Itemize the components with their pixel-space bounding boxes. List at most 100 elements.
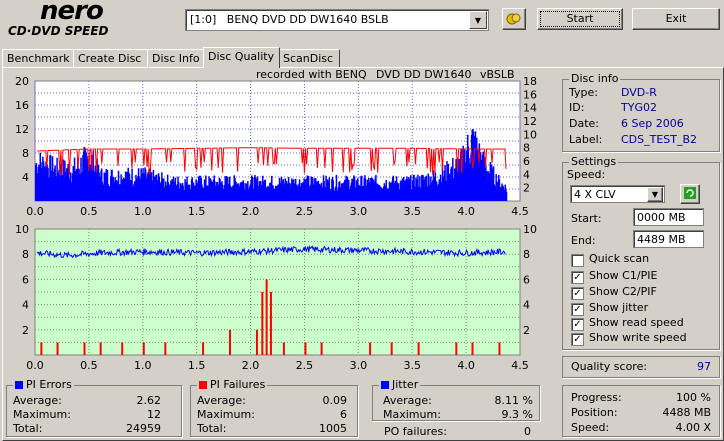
pi-chart-y-left-tick-label: 12 [15, 123, 29, 136]
refresh-icon [684, 187, 696, 199]
jitter-max-label: Maximum: [383, 408, 441, 421]
pi-error-bar [410, 175, 412, 201]
pi-error-bar [328, 177, 331, 201]
pi-error-bar [335, 174, 338, 201]
pi-failure-bar [83, 342, 86, 355]
position-label: Position: [571, 406, 618, 419]
end-input[interactable]: 4489 MB [633, 230, 704, 248]
pi-chart-x-tick-label: 2.0 [242, 205, 260, 218]
pi-error-bar [271, 175, 273, 201]
pi-failure-bar [390, 342, 393, 355]
disc-id-label: ID: [569, 101, 585, 114]
pi-error-bar [463, 148, 466, 201]
pif-chart-x-tick-label: 1.0 [134, 359, 152, 372]
show-c2-pif-checkbox[interactable]: ✓ [571, 287, 584, 300]
speed-select-value: 4 X CLV [574, 188, 616, 201]
pi-errors-title-text: PI Errors [26, 378, 72, 391]
pi-error-bar [131, 168, 133, 201]
pi-chart-x-tick-label: 0.5 [80, 205, 98, 218]
pi-failure-bar [202, 342, 205, 355]
pi-errors-avg-label: Average: [13, 394, 62, 407]
show-read-speed-checkbox[interactable]: ✓ [571, 318, 584, 331]
tab-benchmark[interactable]: Benchmark [2, 49, 75, 67]
pi-error-bar [428, 176, 430, 201]
disc-label-value: CDS_TEST_B2 [621, 133, 698, 146]
chart-drive-label: DVD DD DW1640 [376, 68, 472, 81]
pi-chart-y-left-tick-label: 8 [22, 147, 29, 160]
refresh-speed-button[interactable] [680, 184, 700, 204]
pi-chart-y-right-tick-label: 18 [523, 75, 537, 88]
start-input[interactable]: 0000 MB [633, 208, 704, 226]
quick-scan-checkbox[interactable] [571, 254, 584, 267]
pif-chart-x-tick-label: 3.5 [403, 359, 421, 372]
tab-disc-info[interactable]: Disc Info [147, 49, 207, 67]
logo-main-text: nero [40, 0, 104, 26]
pi-error-bar [490, 164, 493, 201]
pif-chart-x-tick-label: 0.5 [80, 359, 98, 372]
pif-chart-y-right-tick-label: 2 [523, 324, 530, 337]
exit-button[interactable]: Exit [632, 8, 720, 30]
pi-chart-x-tick-label: 1.5 [188, 205, 206, 218]
pi-chart-x-tick-label: 1.0 [134, 205, 152, 218]
pif-chart-x-tick-label: 1.5 [188, 359, 206, 372]
jitter-avg-value: 8.11 % [494, 394, 533, 407]
pi-chart-y-right-tick-label: 14 [523, 102, 537, 115]
pi-failure-bar [269, 292, 272, 355]
drive-select-value: [1:0] BENQ DVD DD DW1640 BSLB [190, 13, 389, 26]
pi-chart-y-right-tick-label: 8 [523, 142, 530, 155]
pi-failures-legend-swatch [199, 381, 207, 389]
disc-date-label: Date: [569, 117, 599, 130]
drive-select[interactable]: [1:0] BENQ DVD DD DW1640 BSLB ▼ [185, 9, 489, 31]
pi-chart-y-right-tick-label: 12 [523, 115, 537, 128]
show-c1-pie-label: Show C1/PIE [589, 269, 658, 282]
show-write-speed-label: Show write speed [589, 331, 687, 344]
pi-chart-x-tick-label: 3.5 [403, 205, 421, 218]
disc-date-value: 6 Sep 2006 [621, 117, 684, 130]
pi-failure-bar [471, 342, 474, 355]
pi-chart-y-left-tick-label: 16 [15, 99, 29, 112]
pif-chart-x-tick-label: 4.0 [457, 359, 475, 372]
pi-chart-y-right-tick-label: 6 [523, 155, 530, 168]
pi-error-bar [360, 175, 363, 201]
chevron-down-icon[interactable]: ▼ [469, 11, 487, 29]
quick-scan-label: Quick scan [589, 252, 650, 265]
pi-error-bar [492, 166, 495, 201]
disc-label-label: Label: [569, 133, 603, 146]
tab-create-disc[interactable]: Create Disc [73, 49, 149, 67]
pi-error-bar [446, 161, 448, 201]
pi-failure-bar [320, 342, 323, 355]
refresh-drive-button[interactable] [502, 8, 526, 30]
chevron-down-icon[interactable]: ▼ [647, 187, 663, 202]
pif-chart-y-left-tick-label: 2 [22, 324, 29, 337]
pi-error-bar [49, 154, 52, 201]
pi-failures-title: PI Failures [197, 378, 268, 391]
pi-errors-group: PI Errors Average: 2.62 Maximum: 12 Tota… [6, 378, 182, 437]
pif-chart-y-right-tick-label: 8 [523, 248, 530, 261]
pi-error-bar [347, 179, 350, 201]
pi-failure-bar [121, 342, 124, 355]
pi-errors-title: PI Errors [13, 378, 74, 391]
speed-select[interactable]: 4 X CLV ▼ [570, 185, 665, 203]
show-c2-pif-label: Show C2/PIF [589, 285, 657, 298]
pi-errors-legend-swatch [15, 381, 23, 389]
jitter-title: Jitter [379, 378, 421, 391]
position-value: 4488 MB [662, 406, 711, 419]
pif-chart-y-right-tick-label: 10 [523, 223, 537, 236]
current-speed-value: 4.00 X [675, 421, 711, 434]
pi-error-bar [447, 163, 450, 201]
show-c1-pie-checkbox[interactable]: ✓ [571, 271, 584, 284]
show-jitter-checkbox[interactable]: ✓ [571, 303, 584, 316]
tab-scandisc[interactable]: ScanDisc [278, 49, 340, 67]
pi-chart-x-tick-label: 0.0 [26, 205, 44, 218]
end-input-value: 4489 MB [637, 233, 686, 246]
pif-chart-y-left-tick-label: 6 [22, 273, 29, 286]
disc-type-label: Type: [569, 86, 598, 99]
pif-chart-x-tick-label: 0.0 [26, 359, 44, 372]
quality-score-label: Quality score: [571, 360, 648, 373]
show-write-speed-checkbox[interactable]: ✓ [571, 333, 584, 346]
pi-error-bar [332, 180, 334, 201]
quality-charts: 0.0 0.5 1.0 1.5 2.0 2.5 3.0 3.5 4.0 4.5 20 16 12 8 4 18… [15, 75, 537, 372]
start-button[interactable]: Start [537, 8, 623, 30]
pi-failures-avg-label: Average: [197, 394, 246, 407]
tab-disc-quality[interactable]: Disc Quality [203, 47, 280, 68]
